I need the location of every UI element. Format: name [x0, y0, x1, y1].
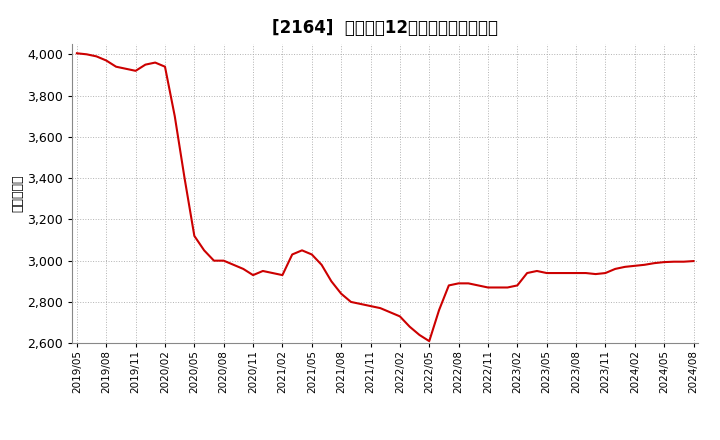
Title: [2164]  売上高の12か月移動合計の推移: [2164] 売上高の12か月移動合計の推移: [272, 19, 498, 37]
Y-axis label: （百万円）: （百万円）: [12, 175, 24, 213]
